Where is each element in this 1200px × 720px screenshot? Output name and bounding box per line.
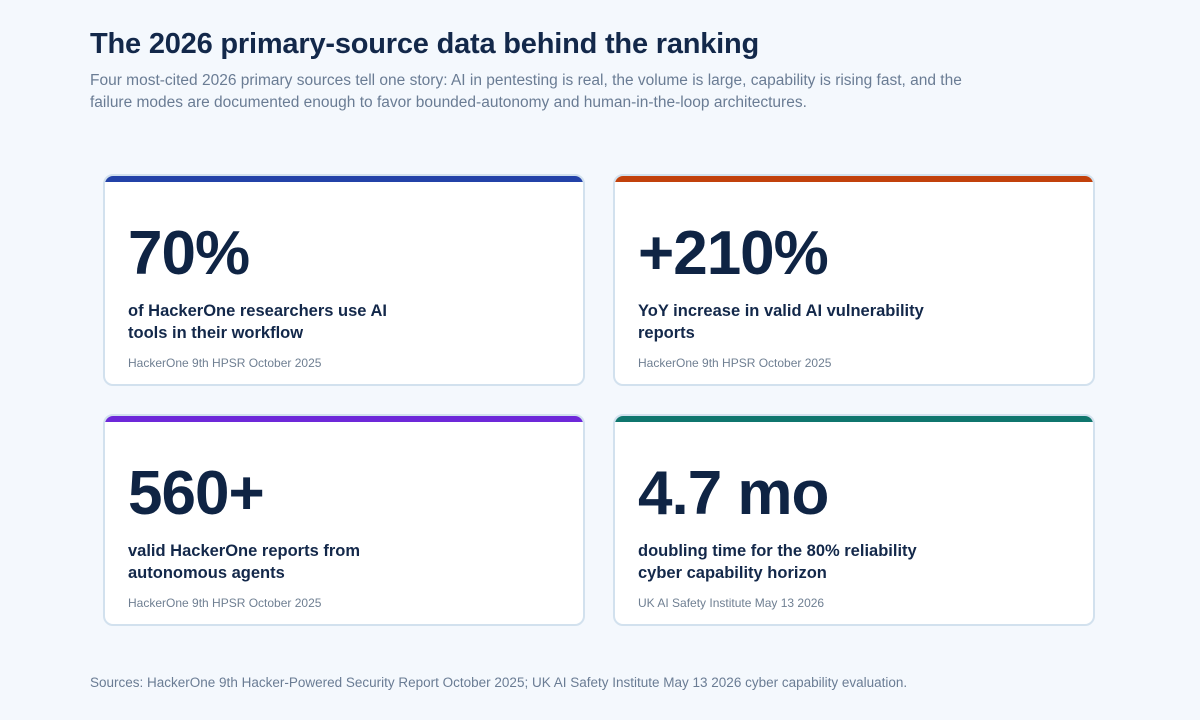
card-source: HackerOne 9th HPSR October 2025 — [128, 596, 322, 610]
card-stat-value: 70% — [128, 219, 250, 288]
stat-card-autonomous-agents: 560+ valid HackerOne reports from autono… — [103, 414, 585, 626]
card-stat-value: 560+ — [128, 459, 265, 528]
card-accent-bar — [615, 176, 1093, 182]
card-accent-bar — [105, 416, 583, 422]
stat-card-report-growth: +210% YoY increase in valid AI vulnerabi… — [613, 174, 1095, 386]
card-stat-value: 4.7 mo — [638, 459, 829, 528]
card-source: HackerOne 9th HPSR October 2025 — [128, 356, 322, 370]
page-subtitle: Four most-cited 2026 primary sources tel… — [90, 72, 962, 111]
card-accent-bar — [615, 416, 1093, 422]
card-description: doubling time for the 80% reliability cy… — [638, 542, 917, 582]
card-stat-value: +210% — [638, 219, 829, 288]
card-source: HackerOne 9th HPSR October 2025 — [638, 356, 832, 370]
card-description: YoY increase in valid AI vulnerability r… — [638, 302, 924, 342]
stat-card-ai-usage: 70% of HackerOne researchers use AI tool… — [103, 174, 585, 386]
card-description: of HackerOne researchers use AI tools in… — [128, 302, 387, 342]
card-source: UK AI Safety Institute May 13 2026 — [638, 596, 825, 610]
footer-sources: Sources: HackerOne 9th Hacker-Powered Se… — [90, 675, 908, 690]
card-accent-bar — [105, 176, 583, 182]
page-title: The 2026 primary-source data behind the … — [90, 28, 760, 60]
card-description: valid HackerOne reports from autonomous … — [128, 542, 360, 582]
stat-card-doubling-time: 4.7 mo doubling time for the 80% reliabi… — [613, 414, 1095, 626]
